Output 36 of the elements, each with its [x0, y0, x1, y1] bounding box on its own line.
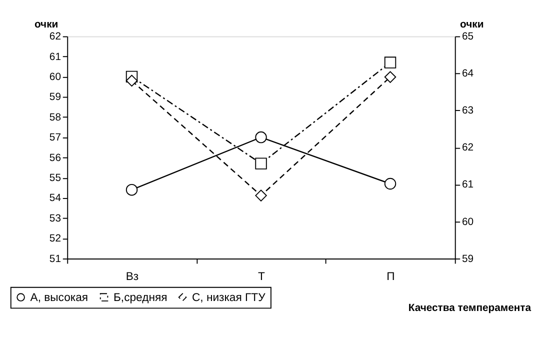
- y2-tick-label: 60: [462, 216, 474, 228]
- x-tick-label: П: [386, 270, 395, 283]
- y2-axis-title: очки: [460, 19, 484, 30]
- point: [255, 190, 267, 202]
- point: [384, 178, 396, 190]
- legend-label: С, низкая ГТУ: [192, 292, 266, 304]
- y-tick-label: 56: [49, 152, 62, 164]
- y-tick-label: 59: [49, 92, 62, 104]
- y-tick-label: 54: [49, 193, 62, 204]
- x-axis-title: Качества темперамента: [408, 303, 532, 314]
- point: [384, 56, 396, 68]
- point: [126, 74, 138, 87]
- point: [384, 71, 396, 83]
- y-tick-label: 62: [49, 32, 62, 43]
- y-tick-label: 58: [49, 112, 62, 124]
- legend-label: Б,средняя: [113, 292, 168, 304]
- point: [255, 131, 267, 144]
- y-tick-label: 60: [49, 72, 62, 83]
- y2-tick-label: 62: [462, 142, 474, 154]
- y2-tick-label: 64: [462, 68, 474, 80]
- point: [126, 184, 138, 196]
- y-tick-label: 57: [49, 132, 62, 144]
- y-tick-label: 61: [49, 52, 62, 63]
- y-axis-title: очки: [34, 19, 58, 30]
- y-tick-label: 52: [49, 234, 62, 245]
- y-tick-label: 51: [49, 254, 62, 265]
- legend-label: А, высокая: [30, 292, 88, 304]
- y2-tick-label: 65: [462, 32, 474, 43]
- y2-tick-label: 63: [462, 106, 474, 117]
- y2-tick-label: 61: [462, 180, 474, 191]
- y2-tick-label: 59: [462, 254, 474, 265]
- y-tick-label: 53: [49, 213, 62, 224]
- point: [255, 158, 267, 170]
- x-tick-label: Т: [258, 270, 266, 283]
- y-tick-label: 55: [49, 173, 62, 184]
- x-tick-label: Вз: [126, 270, 139, 283]
